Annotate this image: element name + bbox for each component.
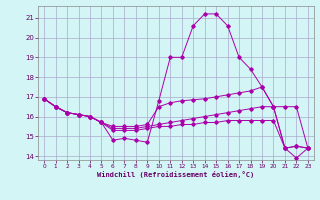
X-axis label: Windchill (Refroidissement éolien,°C): Windchill (Refroidissement éolien,°C) [97,171,255,178]
